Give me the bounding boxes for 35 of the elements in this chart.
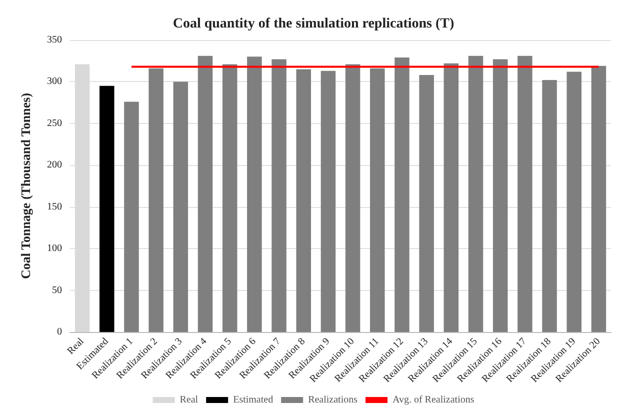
bar xyxy=(222,64,238,332)
legend-label: Realizations xyxy=(308,394,358,406)
bar xyxy=(173,82,188,332)
y-tick-label: 250 xyxy=(47,118,62,129)
y-tick-label: 350 xyxy=(47,34,62,46)
bar xyxy=(492,59,508,332)
y-axis-title: Coal Tonnage (Thousand Tonnes) xyxy=(18,92,33,280)
y-tick-label: 50 xyxy=(52,284,62,296)
y-tick-label: 200 xyxy=(47,160,62,171)
bar xyxy=(124,102,139,332)
bar xyxy=(100,86,114,332)
legend-label: Estimated xyxy=(233,394,274,406)
bar xyxy=(542,80,557,332)
y-tick-label: 150 xyxy=(47,201,62,212)
bar xyxy=(419,75,434,332)
bar xyxy=(444,63,459,332)
bar xyxy=(247,56,262,332)
y-tick-label: 100 xyxy=(47,243,62,254)
y-tick-label: 0 xyxy=(57,326,62,338)
bar xyxy=(370,68,385,332)
bar xyxy=(518,56,532,332)
legend-label: Avg. of Realizations xyxy=(392,394,474,406)
bar xyxy=(198,56,213,332)
bar xyxy=(272,59,286,332)
legend-label: Real xyxy=(180,394,198,406)
bar xyxy=(320,70,336,332)
bar xyxy=(345,64,360,332)
bar xyxy=(148,68,164,332)
bar xyxy=(591,66,606,332)
y-tick-label: 300 xyxy=(47,76,62,88)
bar xyxy=(296,69,311,332)
bar xyxy=(394,58,410,332)
bar xyxy=(468,56,484,332)
bar xyxy=(566,72,582,332)
chart-title: Coal quantity of the simulation replications (T) xyxy=(172,16,454,32)
